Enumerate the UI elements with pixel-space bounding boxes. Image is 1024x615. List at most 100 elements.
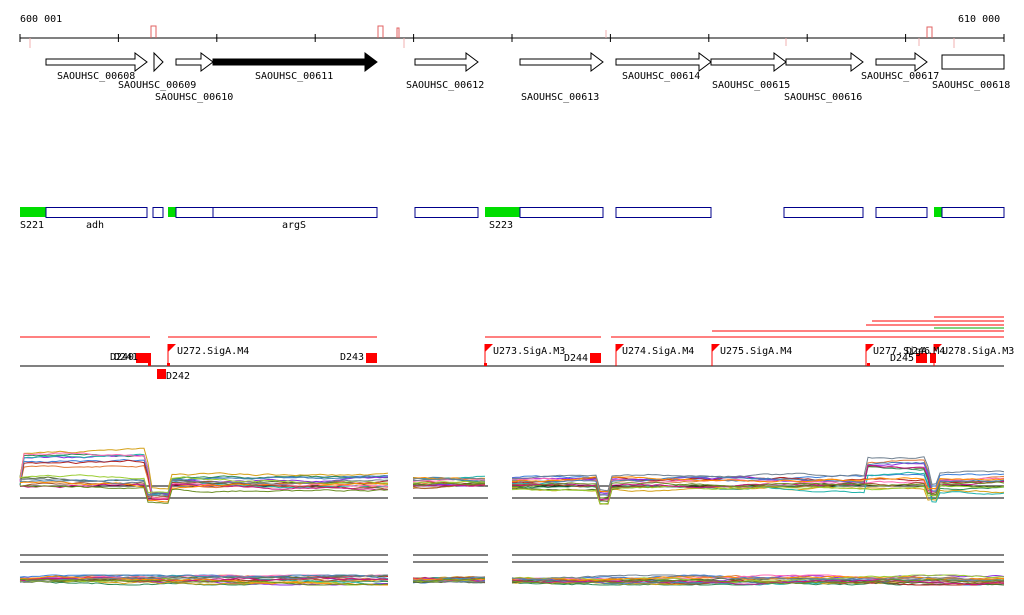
operon-box[interactable] xyxy=(212,207,378,218)
gene-arrow[interactable] xyxy=(941,54,1005,70)
promoter-label-u277: U277.SigA.M4 xyxy=(873,346,945,357)
gene-arrow[interactable] xyxy=(710,52,787,72)
operon-box[interactable] xyxy=(414,207,479,218)
expression-profile-line xyxy=(19,453,389,494)
promoter-label-u275: U275.SigA.M4 xyxy=(720,346,792,357)
ruler-peak xyxy=(377,25,384,38)
terminator-label-d244: D244 xyxy=(564,353,588,364)
expression-profile-line xyxy=(19,481,389,503)
expression-profile-line xyxy=(511,574,1005,584)
operon-start-marker xyxy=(20,207,46,217)
operon-box[interactable] xyxy=(783,207,864,218)
operon-box[interactable] xyxy=(519,207,604,218)
expression-profile-line xyxy=(512,476,1005,493)
expression-profile-line xyxy=(412,477,486,482)
expression-profile-line xyxy=(511,578,1005,585)
operon-start-marker xyxy=(934,207,942,217)
terminator-label-d240: D240 xyxy=(110,352,134,363)
promoter-label-u272: U272.SigA.M4 xyxy=(177,346,249,357)
terminator-dot xyxy=(484,363,487,366)
operon-box[interactable] xyxy=(45,207,148,218)
regulator-markers xyxy=(136,344,942,379)
gene-arrow[interactable] xyxy=(45,52,148,72)
expression-profile-line xyxy=(20,575,388,586)
promoter-label-u273: U273.SigA.M3 xyxy=(493,346,565,357)
terminator-label-d245: D245 xyxy=(890,353,914,364)
gene-label: SAOUHSC_00609 xyxy=(118,80,196,91)
ruler-start-label: 600 001 xyxy=(20,14,62,25)
expression-profile-line xyxy=(412,480,486,484)
expression-profile-line xyxy=(19,447,389,490)
expression-profile-line xyxy=(512,464,1005,501)
expression-profile-line xyxy=(19,474,389,494)
gene-arrow[interactable] xyxy=(875,52,928,72)
expression-profile-line xyxy=(19,485,389,504)
operon-start-marker xyxy=(168,207,176,217)
gene-arrow[interactable] xyxy=(785,52,864,72)
terminator-label-d246: D246 xyxy=(906,346,930,357)
expression-profile-line xyxy=(19,578,389,586)
promoter-flag xyxy=(866,344,874,352)
operon-label-adh: adh xyxy=(86,220,104,231)
operon-label-s221: S221 xyxy=(20,220,44,231)
promoter-flag xyxy=(934,344,942,352)
expression-profile-line xyxy=(511,456,1005,492)
gene-label: SAOUHSC_00611 xyxy=(255,71,333,82)
expression-profile-line xyxy=(19,465,389,500)
gene-arrow[interactable] xyxy=(615,52,712,72)
expression-profile-line xyxy=(512,480,1005,502)
gene-arrow[interactable] xyxy=(153,51,164,73)
gene-arrow[interactable] xyxy=(212,52,378,72)
promoter-label-u278: U278.SigA.M3 xyxy=(942,346,1014,357)
ruler-peak xyxy=(150,25,157,38)
gene-label: SAOUHSC_00617 xyxy=(861,71,939,82)
expression-profile-line xyxy=(20,577,388,586)
gene-label: SAOUHSC_00613 xyxy=(521,92,599,103)
operon-start-marker xyxy=(485,207,520,217)
gene-label: SAOUHSC_00615 xyxy=(712,80,790,91)
promoter-flag xyxy=(485,344,493,352)
expression-profile-line xyxy=(412,484,486,489)
operon-track: S221 adh argS S223 xyxy=(20,207,1005,231)
operon-label-args: argS xyxy=(282,220,306,231)
gene-arrow[interactable] xyxy=(414,52,479,72)
promoter-label-u274: U274.SigA.M4 xyxy=(622,346,694,357)
regulator-spans xyxy=(20,316,1004,338)
terminator-label-d242: D242 xyxy=(166,371,190,382)
gene-label: SAOUHSC_00608 xyxy=(57,71,135,82)
expression-profile-line xyxy=(19,478,389,497)
ruler-marks xyxy=(29,25,955,48)
expression-profile-line xyxy=(511,574,1005,582)
terminator-block xyxy=(136,353,151,363)
ruler-ticks xyxy=(19,34,1005,42)
expression-profile-line xyxy=(412,476,486,483)
position-ruler: 600 001 610 000 xyxy=(19,14,1005,48)
gene-arrow[interactable] xyxy=(519,52,604,72)
terminator-dot xyxy=(867,363,870,366)
expression-profile-line xyxy=(412,482,486,486)
operon-box[interactable] xyxy=(875,207,928,218)
promoter-flag xyxy=(616,344,624,352)
terminator-block xyxy=(916,353,927,363)
operon-box[interactable] xyxy=(152,207,164,218)
ruler-peak xyxy=(926,26,933,38)
operon-box[interactable] xyxy=(175,207,214,218)
gene-label: SAOUHSC_00614 xyxy=(622,71,700,82)
expression-profile-line xyxy=(412,484,486,487)
terminator-block xyxy=(930,353,936,363)
expression-profile-line xyxy=(511,486,1005,505)
expression-profile-line xyxy=(511,485,1005,505)
gene-arrow[interactable] xyxy=(175,52,214,72)
terminator-dot xyxy=(167,363,170,366)
ruler-peak xyxy=(396,27,400,38)
terminator-block xyxy=(157,369,166,379)
gene-label: SAOUHSC_00616 xyxy=(784,92,862,103)
operon-box[interactable] xyxy=(941,207,1005,218)
expression-track-strand-plus xyxy=(19,447,1005,505)
terminator-label-d243: D243 xyxy=(340,352,364,363)
operon-box[interactable] xyxy=(615,207,712,218)
expression-profile-line xyxy=(412,478,486,483)
ruler-end-label: 610 000 xyxy=(958,14,1000,25)
